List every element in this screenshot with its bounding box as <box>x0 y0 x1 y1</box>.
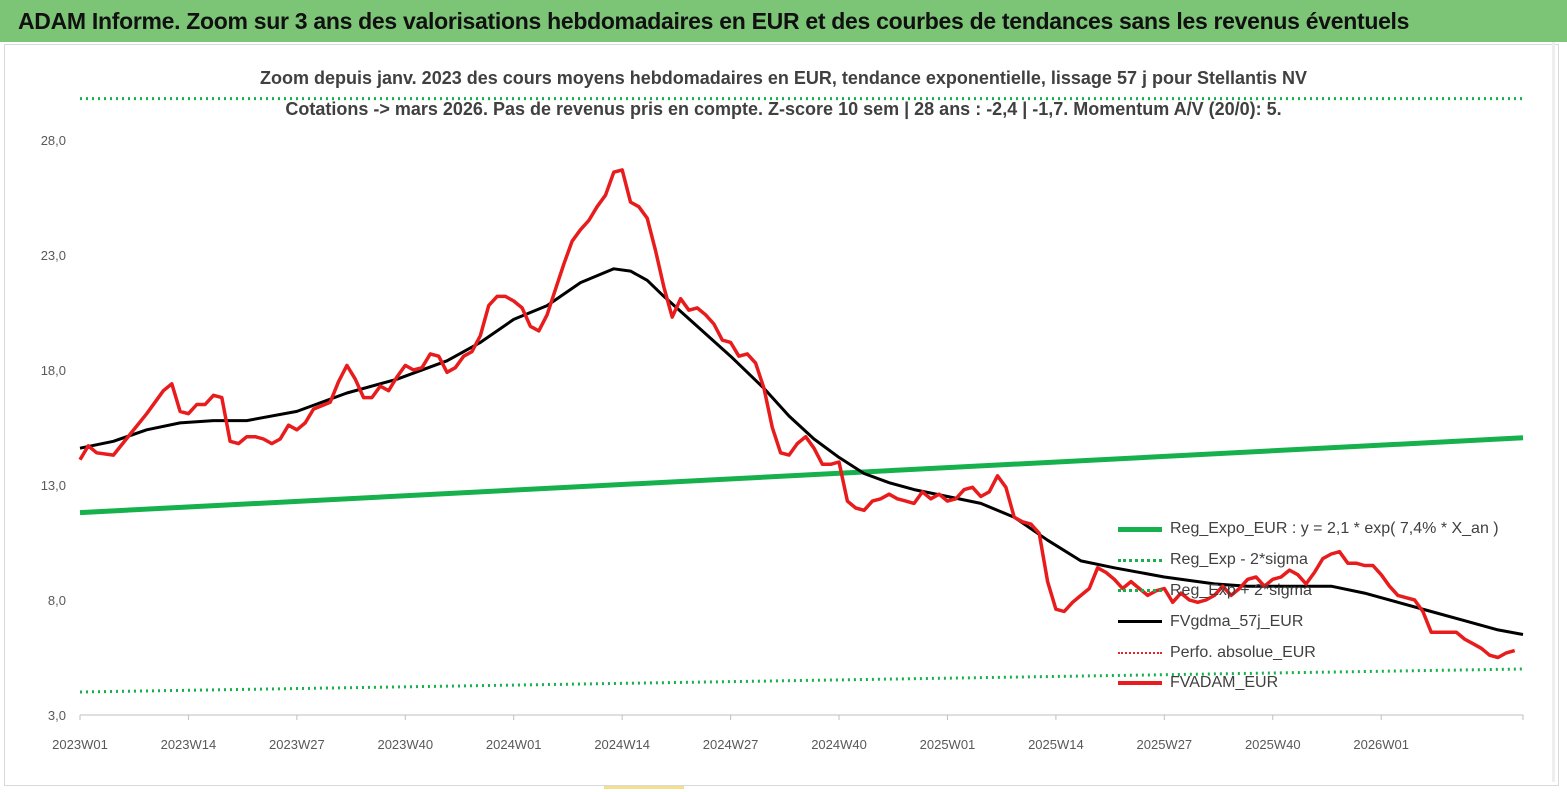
y-tick-label: 8,0 <box>48 593 66 608</box>
scrollbar-track <box>1552 42 1555 782</box>
legend-swatch-fvadam <box>1118 681 1162 686</box>
legend-label-fvadam: FVADAM_EUR <box>1170 674 1279 692</box>
x-tick-label: 2024W27 <box>703 737 759 752</box>
legend-label-reg-plus: Reg_Exp + 2*sigma <box>1170 581 1312 599</box>
legend-item-gdma: FVgdma_57j_EUR <box>1118 606 1538 637</box>
y-tick-label: 18,0 <box>41 363 66 378</box>
legend-item-fvadam: FVADAM_EUR <box>1118 668 1538 699</box>
x-tick-label: 2025W40 <box>1245 737 1301 752</box>
chart-frame <box>4 44 1559 786</box>
series-reg-minus-2sigma <box>79 667 1524 694</box>
legend-label-reg-expo: Reg_Expo_EUR : y = 2,1 * exp( 7,4% * X_a… <box>1170 520 1499 538</box>
legend-swatch-reg-minus <box>1118 558 1162 562</box>
y-tick-label: 3,0 <box>48 708 66 723</box>
legend-label-perfo: Perfo. absolue_EUR <box>1170 643 1316 661</box>
legend-label-gdma: FVgdma_57j_EUR <box>1170 612 1304 630</box>
x-tick-label: 2024W01 <box>486 737 542 752</box>
legend-item-reg-expo: Reg_Expo_EUR : y = 2,1 * exp( 7,4% * X_a… <box>1118 514 1538 545</box>
legend-label-reg-minus: Reg_Exp - 2*sigma <box>1170 551 1308 569</box>
legend-swatch-gdma <box>1118 620 1162 624</box>
legend-item-perfo: Perfo. absolue_EUR <box>1118 637 1538 668</box>
y-tick-label: 28,0 <box>41 133 66 148</box>
x-tick-label: 2024W14 <box>594 737 650 752</box>
legend-swatch-reg-expo <box>1118 526 1162 532</box>
x-tick-label: 2025W01 <box>920 737 976 752</box>
chart-title: Zoom depuis janv. 2023 des cours moyens … <box>260 68 1307 88</box>
x-tick-label: 2024W40 <box>811 737 867 752</box>
legend-swatch-reg-plus <box>1118 589 1162 593</box>
x-tick-label: 2023W14 <box>161 737 217 752</box>
x-tick-label: 2025W14 <box>1028 737 1084 752</box>
x-tick-label: 2026W01 <box>1353 737 1409 752</box>
y-tick-label: 13,0 <box>41 478 66 493</box>
series-fvadam <box>78 168 1516 660</box>
series-fvgdma-57j <box>79 267 1524 636</box>
y-tick-label: 23,0 <box>41 248 66 263</box>
header-title: ADAM Informe. Zoom sur 3 ans des valoris… <box>18 8 1410 34</box>
chart-legend: Reg_Expo_EUR : y = 2,1 * exp( 7,4% * X_a… <box>1118 514 1538 699</box>
legend-item-reg-minus: Reg_Exp - 2*sigma <box>1118 545 1538 576</box>
x-tick-label: 2023W27 <box>269 737 325 752</box>
series-reg-expo <box>79 435 1524 516</box>
bottom-accent-mark <box>604 786 684 789</box>
legend-swatch-perfo <box>1118 651 1162 654</box>
x-tick-label: 2025W27 <box>1137 737 1193 752</box>
x-tick-label: 2023W40 <box>377 737 433 752</box>
legend-item-reg-plus: Reg_Exp + 2*sigma <box>1118 576 1538 607</box>
chart-subtitle: Cotations -> mars 2026. Pas de revenus p… <box>285 99 1282 119</box>
chart-header-banner: ADAM Informe. Zoom sur 3 ans des valoris… <box>0 0 1567 42</box>
x-tick-label: 2023W01 <box>52 737 108 752</box>
